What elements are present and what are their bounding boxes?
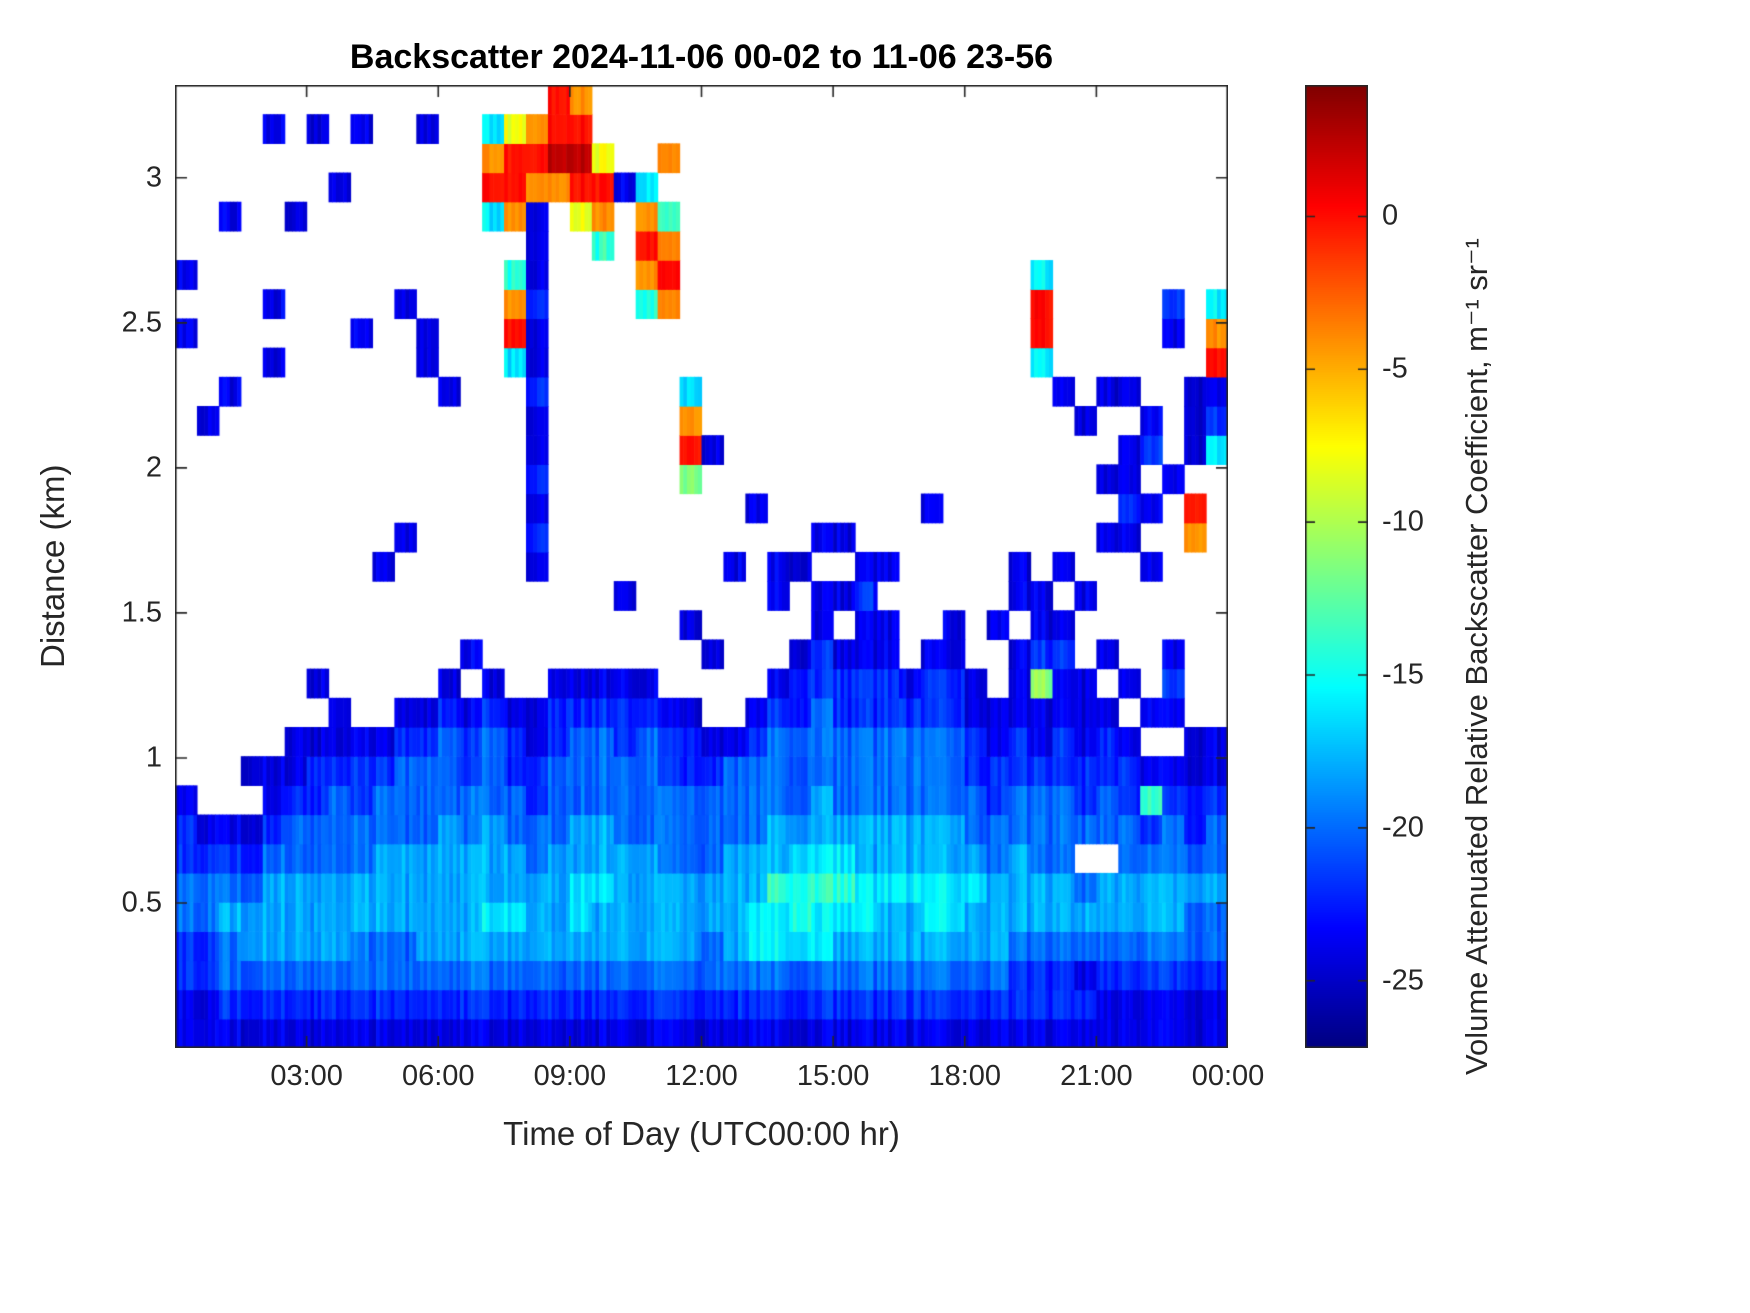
colorbar-tick-label: -25 bbox=[1382, 964, 1424, 997]
y-tick-label: 1 bbox=[145, 741, 162, 774]
colorbar-tick-label: -10 bbox=[1382, 505, 1424, 538]
x-tick-label: 09:00 bbox=[533, 1060, 607, 1092]
y-tick-label: 3 bbox=[145, 161, 162, 194]
heatmap-plot-area bbox=[175, 85, 1228, 1048]
colorbar bbox=[1305, 85, 1368, 1048]
x-tick-label: 18:00 bbox=[928, 1060, 1002, 1092]
colorbar-label: Volume Attenuated Relative Backscatter C… bbox=[1459, 238, 1494, 1075]
colorbar-tick-label: 0 bbox=[1382, 199, 1399, 232]
chart-title: Backscatter 2024-11-06 00-02 to 11-06 23… bbox=[349, 38, 1054, 76]
colorbar-tick-label: -20 bbox=[1382, 811, 1424, 844]
x-tick-label: 06:00 bbox=[401, 1060, 475, 1092]
x-tick-label: 03:00 bbox=[270, 1060, 343, 1092]
y-tick-label: 0.5 bbox=[121, 886, 162, 919]
colorbar-tick-label: -5 bbox=[1382, 352, 1408, 385]
x-axis-label: Time of Day (UTC00:00 hr) bbox=[503, 1115, 900, 1152]
colorbar-tick-label: -15 bbox=[1382, 658, 1424, 691]
y-tick-label: 2.5 bbox=[121, 306, 162, 339]
x-tick-label: 12:00 bbox=[665, 1060, 738, 1092]
x-tick-label: 15:00 bbox=[796, 1060, 870, 1092]
x-tick-label: 00:00 bbox=[1191, 1060, 1265, 1092]
y-tick-label: 1.5 bbox=[121, 596, 162, 629]
y-tick-label: 2 bbox=[145, 451, 162, 484]
x-tick-label: 21:00 bbox=[1060, 1060, 1133, 1092]
